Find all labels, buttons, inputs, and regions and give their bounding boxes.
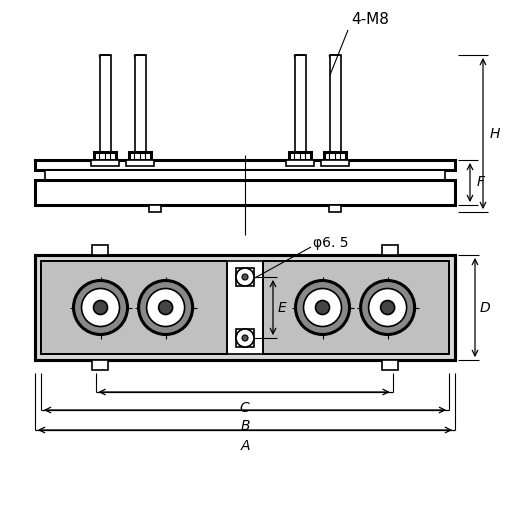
Text: F: F [477, 175, 485, 189]
Bar [295, 55, 306, 152]
Bar [94, 152, 116, 160]
Bar [129, 152, 151, 160]
Bar [236, 329, 254, 347]
Circle shape [236, 329, 254, 347]
Circle shape [242, 335, 248, 341]
Bar [263, 261, 449, 354]
Bar [236, 268, 254, 286]
Bar [382, 245, 398, 255]
Circle shape [82, 288, 120, 327]
Text: A: A [240, 439, 250, 453]
Bar [149, 205, 161, 212]
Circle shape [236, 268, 254, 286]
Circle shape [361, 281, 414, 334]
Bar [41, 261, 449, 354]
Bar [35, 255, 455, 360]
Text: H: H [490, 126, 500, 140]
Circle shape [147, 288, 185, 327]
Bar [126, 160, 154, 166]
Bar [92, 360, 108, 370]
Circle shape [73, 281, 127, 334]
Bar [289, 152, 311, 160]
Text: 4-M8: 4-M8 [351, 12, 389, 27]
Text: D: D [480, 300, 491, 314]
Bar [382, 360, 398, 370]
Circle shape [381, 300, 395, 314]
Circle shape [159, 300, 173, 314]
Circle shape [304, 288, 342, 327]
Text: φ6. 5: φ6. 5 [313, 236, 348, 250]
Bar [330, 55, 341, 152]
Bar [263, 261, 449, 354]
Circle shape [369, 288, 407, 327]
Text: E: E [278, 300, 287, 314]
Bar [35, 255, 455, 360]
Bar [35, 180, 455, 205]
Circle shape [316, 300, 330, 314]
Circle shape [94, 300, 108, 314]
Bar [286, 160, 314, 166]
Bar [41, 261, 227, 354]
Bar [41, 261, 227, 354]
Bar [45, 170, 445, 180]
Circle shape [295, 281, 349, 334]
Circle shape [139, 281, 192, 334]
Bar [92, 245, 108, 255]
Text: B: B [240, 419, 250, 433]
Text: C: C [239, 401, 249, 415]
Bar [324, 152, 346, 160]
Bar [329, 205, 341, 212]
Bar [91, 160, 119, 166]
Bar [135, 55, 146, 152]
Circle shape [242, 274, 248, 280]
Bar [35, 160, 455, 170]
Bar [321, 160, 349, 166]
Bar [100, 55, 111, 152]
